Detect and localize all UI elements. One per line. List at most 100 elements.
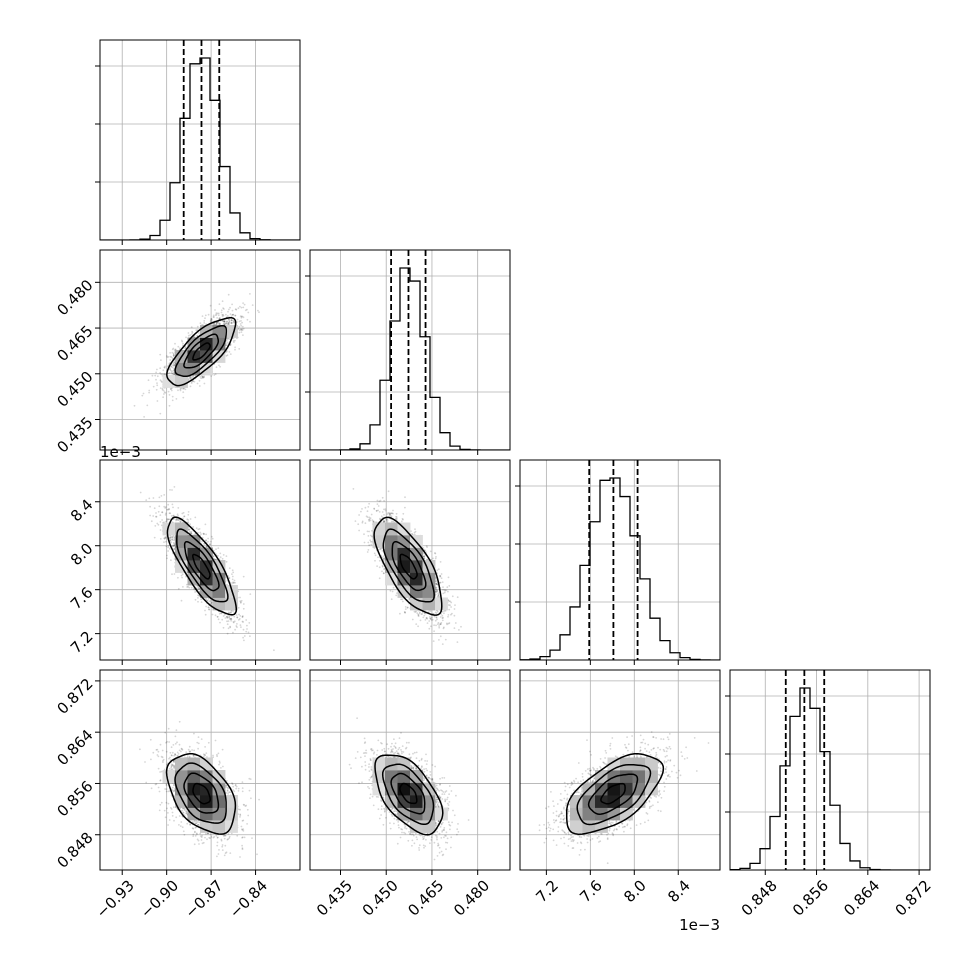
scatter-point [229,618,232,620]
scatter-point [246,318,249,321]
scatter-point [227,322,230,324]
scatter-point [203,322,206,324]
scatter-point [211,537,214,540]
scatter-point [190,532,192,535]
scatter-point [210,318,213,320]
scatter-point [207,598,210,600]
scatter-point [243,639,245,642]
scatter-point [196,334,199,337]
scatter-point [227,337,230,340]
scatter-point [232,582,234,585]
scatter-point [163,537,166,540]
scatter-point [213,316,215,318]
scatter-point [156,384,159,387]
scatter-point [222,615,225,617]
scatter-point [231,322,233,324]
scatter-point [172,518,175,520]
scatter-point [148,389,151,392]
scatter-point [180,387,183,390]
scatter-point [167,390,170,393]
scatter-point [169,539,172,542]
scatter-point [163,537,166,540]
scatter-point [191,330,194,333]
density-panel-p2-p1 [133,293,260,418]
scatter-point [170,369,173,372]
scatter-point [229,338,231,341]
scatter-point [217,314,220,317]
scatter-point [169,536,172,539]
scatter-point [195,527,198,530]
scatter-point [189,334,192,336]
scatter-point [163,373,166,376]
panel-frame [309,249,511,451]
scatter-point [217,312,220,315]
scatter-point [161,388,164,391]
scatter-point [189,376,192,379]
scatter-point [213,374,216,376]
contour-line [192,342,211,361]
scatter-point [173,543,176,545]
scatter-point [171,357,174,360]
scatter-point [232,313,234,316]
histogram-p2 [310,250,510,450]
scatter-point [234,314,237,317]
scatter-point [171,538,174,541]
panel-frame [729,669,931,871]
scatter-point [243,635,246,637]
scatter-point [237,619,240,621]
density-cell [212,350,226,363]
scatter-point [171,538,174,541]
scatter-point [201,540,204,543]
scatter-point [166,356,169,359]
scatter-point [246,308,248,311]
scatter-point [177,587,180,590]
scatter-point [172,364,175,367]
scatter-point [198,385,201,387]
scatter-point [222,626,225,629]
scatter-point [172,355,175,357]
scatter-point [210,318,213,320]
scatter-point [207,606,210,609]
scatter-point [231,573,233,575]
scatter-point [215,322,218,324]
scatter-point [174,348,177,351]
scatter-point [181,512,184,515]
scatter-point [214,309,216,311]
scatter-point [209,540,212,543]
scatter-point [184,347,186,350]
scatter-point [202,532,205,535]
scatter-point [172,362,175,365]
scatter-point [159,353,162,356]
scatter-point [172,535,175,537]
scatter-point [222,319,225,322]
scatter-point [157,523,160,526]
scatter-point [223,320,226,323]
scatter-point [205,545,208,548]
scatter-point [169,352,172,354]
scatter-point [189,523,192,526]
scatter-point [223,320,226,323]
scatter-point [172,347,175,350]
scatter-point [166,520,169,522]
scatter-point [238,329,241,332]
scatter-point [230,617,233,620]
scatter-point [241,329,244,332]
scatter-point [173,514,175,517]
scatter-point [161,387,164,390]
scatter-point [208,606,210,609]
scatter-point [142,392,145,395]
scatter-point [242,334,244,336]
scatter-point [214,614,217,617]
scatter-point [226,322,229,325]
scatter-point [246,628,248,630]
scatter-point [173,361,176,364]
scatter-point [230,319,233,322]
scatter-point [203,376,205,379]
scatter-point [181,340,184,343]
scatter-point [172,370,174,372]
scatter-point [228,351,231,353]
scatter-point [214,314,217,316]
contour-line [174,324,228,378]
scatter-point [222,313,224,316]
scatter-point [210,375,213,377]
